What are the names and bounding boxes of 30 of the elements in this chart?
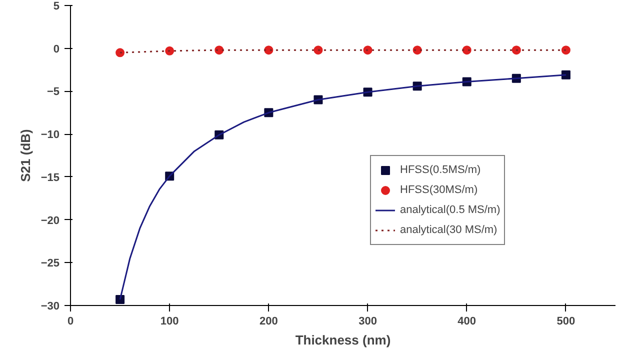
x-tick-label: 500 xyxy=(556,316,576,328)
y-axis-title: S21 (dB) xyxy=(18,129,33,182)
y-tick-label: −25 xyxy=(40,258,60,270)
legend-label: analytical(0.5 MS/m) xyxy=(400,204,500,216)
legend-label: HFSS(30MS/m) xyxy=(400,184,478,196)
x-tick-label: 400 xyxy=(458,316,476,328)
y-tick-label: −15 xyxy=(40,172,60,184)
point xyxy=(314,46,323,55)
point xyxy=(116,295,125,304)
x-tick-label: 100 xyxy=(160,316,179,328)
legend-label: HFSS(0.5MS/m) xyxy=(400,164,481,176)
y-tick-label: −30 xyxy=(40,300,60,312)
point xyxy=(561,46,570,55)
y-tick-label: 5 xyxy=(53,0,60,12)
x-axis-title: Thickness (nm) xyxy=(295,332,391,348)
y-tick-label: 0 xyxy=(53,43,60,56)
point xyxy=(165,46,174,56)
point xyxy=(363,46,372,55)
point xyxy=(116,48,125,58)
y-tick-label: −20 xyxy=(40,214,60,227)
point xyxy=(214,46,224,55)
legend-label: analytical(30 MS/m) xyxy=(400,224,498,236)
point xyxy=(561,70,570,80)
x-tick-label: 200 xyxy=(260,316,278,328)
y-tick-label: −10 xyxy=(40,129,60,142)
x-tick-label: 0 xyxy=(67,316,74,328)
point xyxy=(462,46,472,55)
y-tick-label: −5 xyxy=(46,86,60,98)
x-tick-label: 300 xyxy=(358,316,377,328)
point xyxy=(512,46,521,55)
